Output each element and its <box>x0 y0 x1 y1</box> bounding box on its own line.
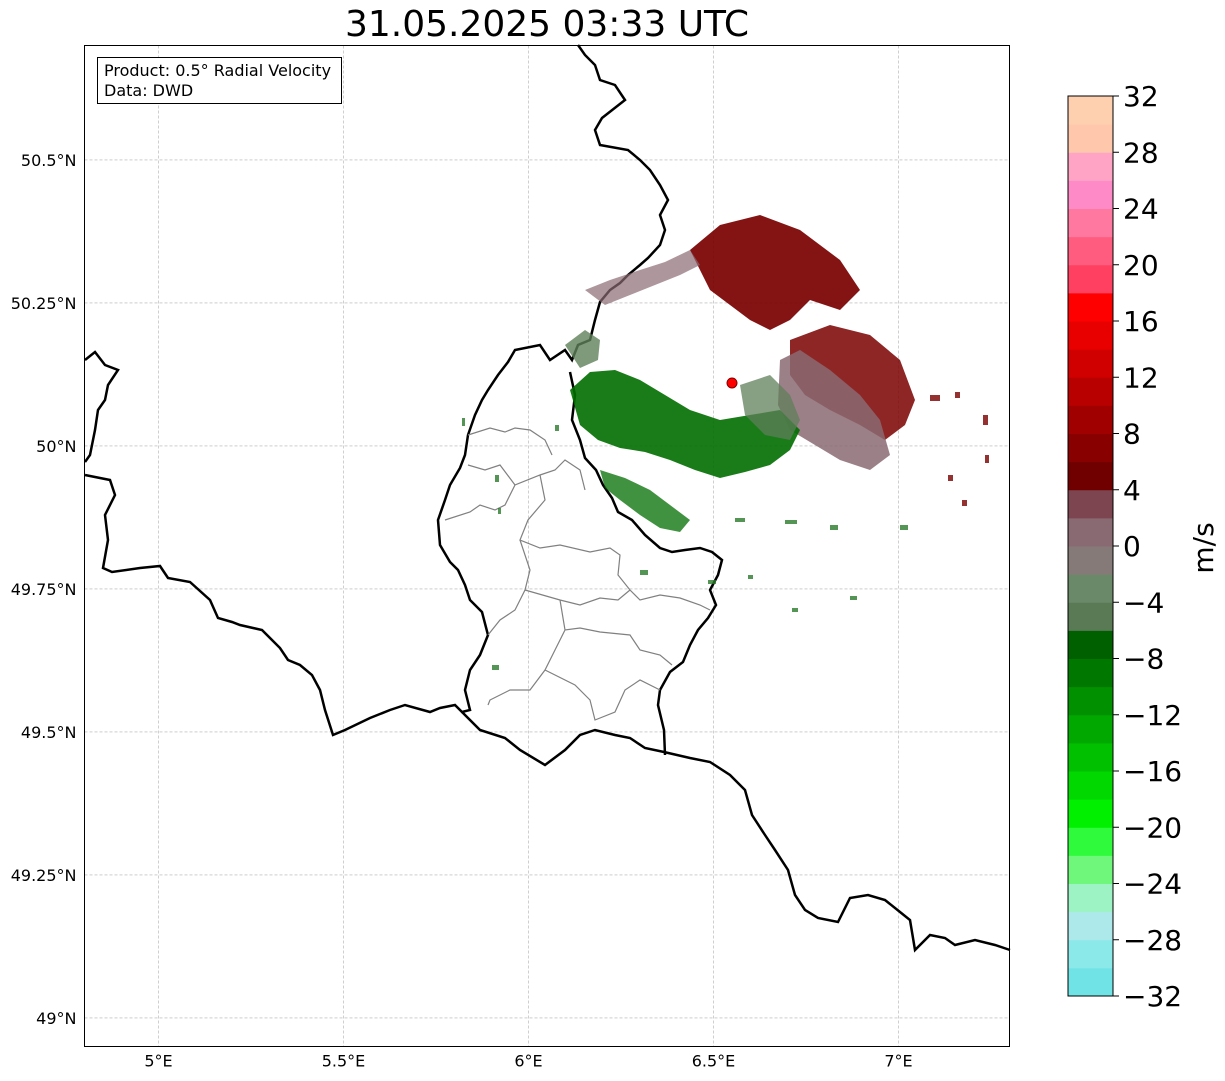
colorbar-segment <box>1068 433 1113 463</box>
colorbar-segment <box>1068 630 1113 659</box>
colorbar-tick-label: −4 <box>1123 586 1164 619</box>
colorbar-segment <box>1068 855 1113 884</box>
echoes-inbound-southwest <box>570 370 800 532</box>
colorbar-segment <box>1068 124 1113 153</box>
echoes-scattered <box>930 392 989 506</box>
colorbar-segment <box>1068 939 1113 969</box>
y-axis-ticks: 49°N 49.25°N 49.5°N 49.75°N 50°N 50.25°N 50.5°… <box>11 151 77 1028</box>
colorbar-tick-label: 24 <box>1123 193 1159 226</box>
x-axis-ticks: 5°E 5.5°E 6°E 6.5°E 7°E <box>144 1052 912 1071</box>
regional-boundaries <box>444 427 711 721</box>
echoes-inbound-weak <box>565 330 800 440</box>
colorbar-tick-label: 28 <box>1123 136 1159 169</box>
colorbar-segment <box>1068 152 1113 181</box>
colorbar-tick-label: −8 <box>1123 643 1164 676</box>
colorbar-tick-label: 0 <box>1123 530 1141 563</box>
colorbar-tick-label: −16 <box>1123 755 1182 788</box>
radar-echoes <box>462 215 989 670</box>
colorbar-segment <box>1068 321 1113 350</box>
colorbar-segment <box>1068 180 1113 209</box>
colorbar-tick-label: 32 <box>1123 80 1159 113</box>
colorbar: −32 −28 −24 −20 −16 −12 −8 −4 0 4 8 12 16 20 24 28 32 <box>1067 80 1182 1013</box>
colorbar-segment <box>1068 771 1113 800</box>
colorbar-segment <box>1068 574 1113 603</box>
colorbar-segment <box>1068 96 1113 125</box>
colorbar-segment <box>1068 264 1113 294</box>
y-tick-label: 50.25°N <box>11 294 77 313</box>
colorbar-segment <box>1068 405 1113 434</box>
y-tick-label: 50.5°N <box>21 151 77 170</box>
country-border-nw <box>83 350 120 463</box>
y-tick-label: 49°N <box>36 1009 76 1028</box>
colorbar-segment <box>1068 461 1113 491</box>
colorbar-segment <box>1068 489 1113 519</box>
colorbar-segment <box>1068 714 1113 744</box>
colorbar-segment <box>1068 686 1113 716</box>
colorbar-segment <box>1068 236 1113 266</box>
colorbar-segment <box>1068 292 1113 322</box>
x-tick-label: 5°E <box>144 1052 172 1071</box>
colorbar-segment <box>1068 742 1113 772</box>
data-source-label: Data: DWD <box>104 81 194 100</box>
product-info-box: Product: 0.5° Radial Velocity Data: DWD <box>97 57 342 104</box>
colorbar-tick-label: 12 <box>1123 361 1159 394</box>
colorbar-segment <box>1068 658 1113 688</box>
colorbar-tick-label: 8 <box>1123 418 1141 451</box>
colorbar-segment <box>1068 546 1113 575</box>
echoes-scattered-green <box>462 418 908 670</box>
colorbar-tick-label: 16 <box>1123 305 1159 338</box>
echoes-near-zero <box>585 250 890 470</box>
x-tick-label: 6.5°E <box>692 1052 736 1071</box>
colorbar-tick-label: −24 <box>1123 868 1182 901</box>
y-tick-label: 49.25°N <box>11 866 77 885</box>
colorbar-tick-label: −12 <box>1123 699 1182 732</box>
y-tick-label: 50°N <box>36 437 76 456</box>
x-tick-label: 7°E <box>884 1052 912 1071</box>
graticule-grid <box>84 45 1010 1047</box>
colorbar-segment <box>1068 602 1113 631</box>
echoes-outbound-north <box>690 215 915 440</box>
colorbar-tick-label: 4 <box>1123 474 1141 507</box>
colorbar-segment <box>1068 377 1113 406</box>
colorbar-segment <box>1068 911 1113 941</box>
colorbar-tick-label: −32 <box>1123 980 1182 1013</box>
colorbar-segment <box>1068 799 1113 828</box>
boundaries <box>83 44 1011 953</box>
colorbar-segment <box>1068 827 1113 856</box>
colorbar-segment <box>1068 883 1113 913</box>
product-label: Product: 0.5° Radial Velocity <box>104 61 332 80</box>
colorbar-tick-label: −20 <box>1123 811 1182 844</box>
colorbar-segment <box>1068 517 1113 547</box>
map-title: 31.05.2025 03:33 UTC <box>344 4 750 45</box>
country-border-south <box>461 711 1011 953</box>
colorbar-segment <box>1068 208 1113 238</box>
radar-site-marker <box>726 377 738 389</box>
colorbar-tick-label: 20 <box>1123 249 1159 282</box>
country-border-east <box>568 371 724 756</box>
colorbar-segment <box>1068 349 1113 378</box>
x-tick-label: 5.5°E <box>322 1052 366 1071</box>
map-frame <box>84 45 1010 1047</box>
y-tick-label: 49.75°N <box>11 580 77 599</box>
country-border-west <box>84 44 670 737</box>
y-tick-label: 49.5°N <box>21 723 77 742</box>
colorbar-tick-label: −28 <box>1123 924 1182 957</box>
colorbar-label: m/s <box>1187 522 1220 573</box>
x-tick-label: 6°E <box>514 1052 542 1071</box>
colorbar-segment <box>1068 967 1113 997</box>
